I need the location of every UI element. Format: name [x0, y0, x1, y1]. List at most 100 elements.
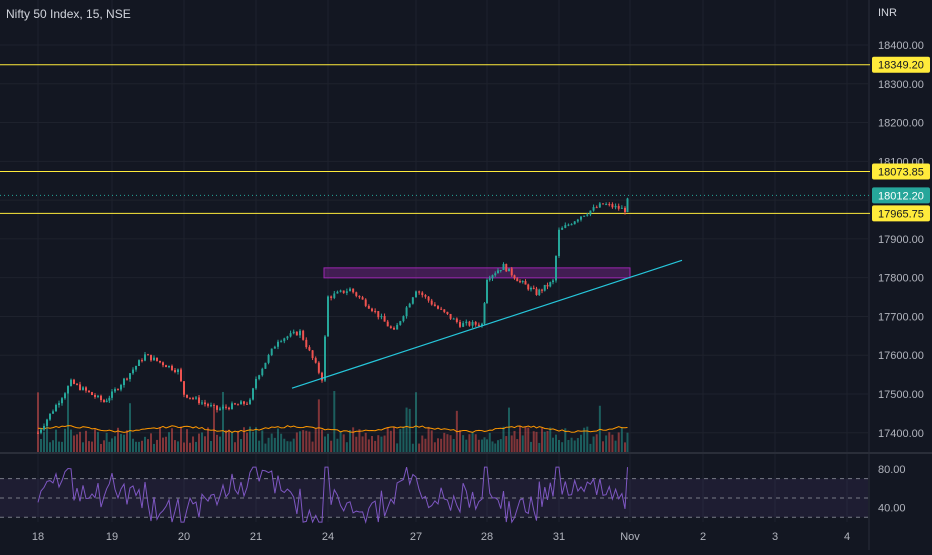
- volume-bar: [82, 442, 84, 452]
- candle-body: [586, 214, 589, 216]
- volume-bar: [61, 441, 63, 452]
- rsi-tick-label: 80.00: [878, 464, 906, 476]
- volume-bar: [198, 433, 200, 452]
- candle-body: [135, 365, 137, 370]
- volume-bar: [283, 438, 286, 452]
- volume-bar: [524, 426, 527, 452]
- volume-bar: [535, 431, 538, 452]
- x-tick-label-4: 4: [844, 531, 850, 543]
- volume-bar: [195, 441, 197, 452]
- candle-body: [311, 350, 314, 359]
- volume-bar: [567, 439, 570, 452]
- volume-bar: [264, 443, 267, 452]
- volume-bar: [273, 437, 276, 452]
- volume-bar: [317, 399, 320, 452]
- price-tick-label: 17700.00: [878, 311, 924, 323]
- candle-body: [314, 358, 317, 363]
- candle-body: [138, 360, 140, 366]
- candle-body: [538, 289, 541, 295]
- volume-bar: [532, 431, 535, 452]
- candle-body: [302, 330, 305, 340]
- volume-bar: [85, 430, 87, 452]
- x-tick-label-19: 19: [106, 531, 118, 543]
- x-tick-label-3: 3: [772, 531, 778, 543]
- volume-bar: [624, 442, 626, 452]
- volume-bar: [361, 436, 364, 452]
- volume-bar: [207, 427, 209, 452]
- candle-body: [549, 282, 552, 287]
- candle-body: [516, 278, 519, 282]
- volume-bar: [437, 438, 439, 452]
- candle-body: [543, 284, 546, 291]
- candle-body: [361, 297, 364, 300]
- volume-bar: [324, 436, 326, 452]
- candle-body: [286, 336, 289, 339]
- volume-bar: [602, 441, 604, 452]
- volume-bar: [614, 440, 617, 452]
- candle-body: [120, 384, 122, 390]
- candle-body: [608, 204, 611, 206]
- candle-body: [483, 303, 486, 324]
- volume-bar: [67, 391, 69, 452]
- candle-body: [204, 402, 206, 405]
- candle-body: [292, 331, 295, 334]
- candle-body: [70, 379, 72, 387]
- volume-bar: [201, 432, 203, 452]
- candle-body: [393, 327, 395, 330]
- price-level-tag: [872, 163, 930, 180]
- candle-body: [465, 321, 468, 324]
- candle-body: [364, 299, 367, 306]
- volume-bar: [481, 439, 483, 452]
- candle-body: [502, 264, 505, 270]
- volume-bar: [471, 431, 474, 452]
- x-tick-label-21: 21: [250, 531, 262, 543]
- volume-bar: [561, 442, 564, 452]
- volume-bar: [103, 440, 105, 452]
- candle-body: [46, 419, 48, 426]
- volume-bar: [521, 435, 524, 452]
- candle-body: [85, 387, 87, 391]
- volume-bar: [231, 431, 233, 452]
- candle-body: [261, 368, 264, 376]
- candle-body: [144, 354, 146, 361]
- candle-body: [174, 370, 176, 373]
- candle-body: [58, 403, 60, 405]
- candle-body: [374, 310, 377, 312]
- volume-bar: [402, 426, 405, 452]
- volume-bar: [222, 391, 224, 452]
- candle-body: [446, 311, 449, 314]
- volume-bar: [108, 441, 111, 452]
- volume-bar: [364, 432, 367, 452]
- volume-bar: [111, 438, 113, 452]
- candle-body: [477, 324, 480, 327]
- volume-bar: [52, 440, 54, 452]
- candle-body: [100, 395, 102, 401]
- volume-bar: [367, 439, 370, 452]
- candle-body: [437, 306, 439, 309]
- candle-body: [462, 323, 465, 327]
- volume-bar: [216, 434, 218, 452]
- volume-bar: [70, 429, 72, 452]
- candle-body: [330, 296, 333, 298]
- volume-bar: [433, 442, 436, 452]
- candle-body: [508, 268, 510, 272]
- candle-body: [345, 291, 348, 293]
- candle-body: [228, 407, 230, 410]
- volume-bar: [228, 429, 230, 452]
- candle-body: [195, 397, 197, 399]
- volume-bar: [120, 434, 122, 452]
- candle-body: [427, 296, 430, 301]
- candle-body: [389, 326, 392, 328]
- candle-body: [132, 369, 134, 374]
- volume-bar: [383, 435, 386, 452]
- volume-bar: [440, 438, 443, 452]
- candle-body: [52, 411, 54, 414]
- candle-body: [592, 207, 595, 211]
- volume-bar: [37, 392, 39, 452]
- price-tick-label: 17500.00: [878, 389, 924, 401]
- candle-body: [358, 295, 361, 298]
- candle-body: [424, 295, 427, 297]
- volume-bar: [583, 427, 586, 452]
